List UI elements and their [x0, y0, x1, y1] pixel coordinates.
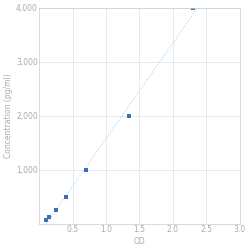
Point — [44, 218, 48, 222]
Point — [84, 168, 88, 172]
Point — [191, 6, 195, 10]
Point — [47, 215, 51, 219]
Point — [64, 195, 68, 199]
Y-axis label: Concentration (pg/ml): Concentration (pg/ml) — [4, 73, 13, 158]
X-axis label: OD: OD — [134, 237, 145, 246]
Point — [54, 208, 58, 212]
Point — [128, 114, 132, 118]
